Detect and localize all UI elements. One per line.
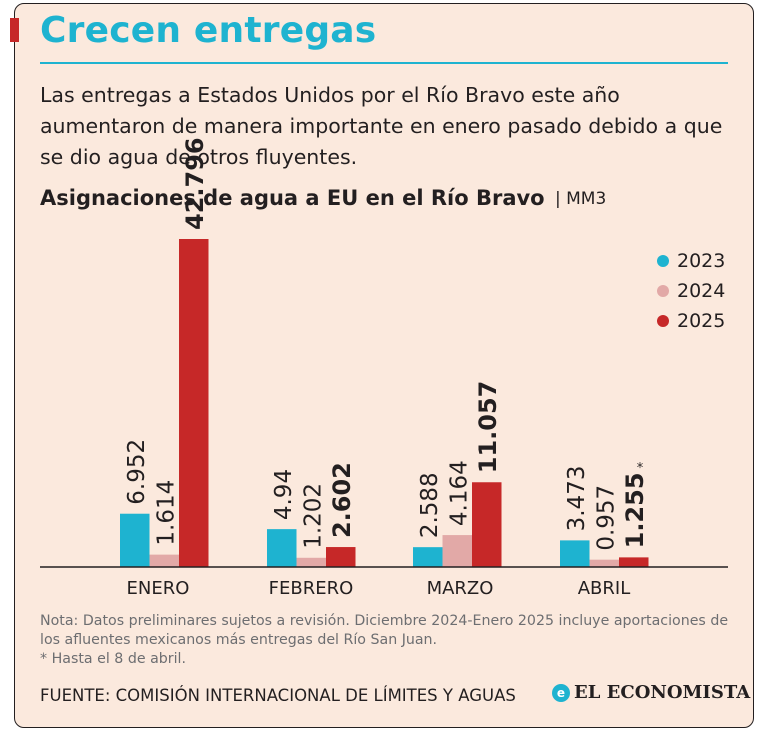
x-tick-label-febrero: FEBRERO — [269, 578, 354, 599]
data-label-febrero-2024: 1.202 — [300, 483, 326, 549]
bar-enero-2023 — [120, 513, 150, 567]
bar-marzo-2024 — [442, 535, 472, 567]
footnote-mark: * — [637, 461, 644, 476]
x-tick-label-marzo: MARZO — [427, 578, 494, 599]
data-label-enero-2025: 42.796 — [181, 137, 209, 230]
data-label-febrero-2023: 4.94 — [271, 469, 297, 520]
legend-item-2024: 2024 — [657, 276, 725, 306]
data-label-marzo-2025: 11.057 — [474, 381, 502, 474]
bar-enero-2025 — [179, 239, 209, 567]
legend-label-2024: 2024 — [677, 280, 726, 302]
data-label-febrero-2025: 2.602 — [328, 462, 356, 538]
bar-abril-2023 — [560, 540, 590, 567]
data-label-abril-2025: 1.255 — [621, 472, 649, 548]
title-underline — [40, 62, 728, 64]
infographic-card — [14, 3, 754, 728]
data-label-enero-2024: 1.614 — [153, 480, 179, 546]
bar-febrero-2023 — [267, 529, 297, 567]
data-label-enero-2023: 6.952 — [124, 439, 150, 505]
legend-item-2025: 2025 — [657, 306, 725, 336]
legend-label-2023: 2023 — [677, 250, 726, 272]
bar-marzo-2023 — [413, 547, 443, 567]
legend-swatch-2024 — [657, 285, 669, 297]
legend-label-2025: 2025 — [677, 310, 726, 332]
chart-unit: | MM3 — [555, 189, 607, 209]
footnote-text: * Hasta el 8 de abril. — [40, 651, 187, 667]
note-text: Nota: Datos preliminares sujetos a revis… — [40, 613, 729, 648]
legend-item-2023: 2023 — [657, 246, 725, 276]
brand-logo: e EL ECONOMISTA — [552, 682, 750, 703]
source-credit: FUENTE: COMISIÓN INTERNACIONAL DE LÍMITE… — [40, 686, 516, 705]
bar-febrero-2025 — [326, 547, 356, 567]
page-title: Crecen entregas — [40, 10, 377, 51]
bar-abril-2025 — [619, 557, 649, 567]
bar-febrero-2024 — [296, 557, 326, 567]
x-tick-label-abril: ABRIL — [578, 578, 631, 599]
chart-title: Asignaciones de agua a EU en el Río Brav… — [40, 186, 545, 210]
legend-swatch-2025 — [657, 315, 669, 327]
data-label-marzo-2024: 4.164 — [446, 460, 472, 526]
title-accent-mark — [10, 18, 19, 42]
brand-name: EL ECONOMISTA — [574, 682, 751, 703]
bar-enero-2024 — [149, 554, 179, 567]
brand-e-icon: e — [552, 683, 570, 702]
x-tick-label-enero: ENERO — [127, 578, 190, 599]
chart-note: Nota: Datos preliminares sujetos a revis… — [40, 612, 730, 669]
bar-marzo-2025 — [472, 482, 502, 567]
data-label-abril-2024: 0.957 — [593, 485, 619, 551]
data-label-abril-2023: 3.473 — [564, 466, 590, 532]
data-label-marzo-2023: 2.588 — [417, 472, 443, 538]
chart-legend: 2023 2024 2025 — [657, 246, 725, 336]
page-subtitle: Las entregas a Estados Unidos por el Río… — [40, 83, 723, 169]
bar-abril-2024 — [589, 559, 619, 567]
legend-swatch-2023 — [657, 255, 669, 267]
